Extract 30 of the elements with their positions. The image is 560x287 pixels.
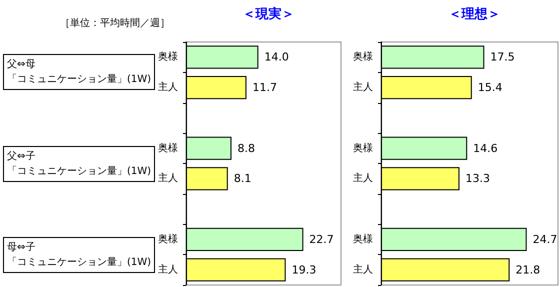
y-tick-label: 主人	[353, 263, 373, 276]
y-tick-label: 奥様	[353, 50, 373, 63]
data-label: 14.0	[264, 50, 289, 64]
label-box: 父⇔子 「コミュニケーション量」(1W)	[3, 146, 156, 182]
label-box: 母⇔子 「コミュニケーション量」(1W)	[3, 236, 156, 273]
y-tick-label: 奥様	[353, 232, 373, 245]
y-tick-label: 奥様	[158, 232, 178, 245]
data-label: 17.5	[490, 50, 515, 64]
data-label: 8.1	[234, 172, 252, 186]
data-label: 14.6	[473, 142, 498, 155]
y-tick-label: 奥様	[158, 142, 178, 154]
data-label: 8.8	[237, 142, 255, 155]
data-label: 11.7	[252, 81, 277, 94]
data-label: 21.8	[516, 263, 540, 276]
y-tick-label: 主人	[158, 81, 178, 94]
text: ［単位：平均時間／週］	[60, 16, 170, 30]
y-tick-label: 主人	[353, 172, 373, 184]
y-tick-label: 奥様	[353, 142, 373, 154]
y-tick-label: 主人	[353, 81, 373, 94]
data-label: 15.4	[478, 81, 502, 94]
data-label: 13.3	[465, 172, 490, 186]
chart-title: ＜現実＞	[242, 6, 294, 21]
data-label: 22.7	[309, 232, 334, 246]
y-tick-label: 主人	[158, 172, 178, 184]
y-tick-label: 主人	[158, 263, 178, 276]
y-tick-label: 奥様	[158, 50, 178, 63]
data-label: 24.7	[532, 232, 558, 246]
chart-title: ＜理想＞	[448, 6, 500, 21]
label-box: 父⇔母 「コミュニケーション量」(1W)	[3, 54, 156, 90]
data-label: 19.3	[292, 263, 316, 276]
